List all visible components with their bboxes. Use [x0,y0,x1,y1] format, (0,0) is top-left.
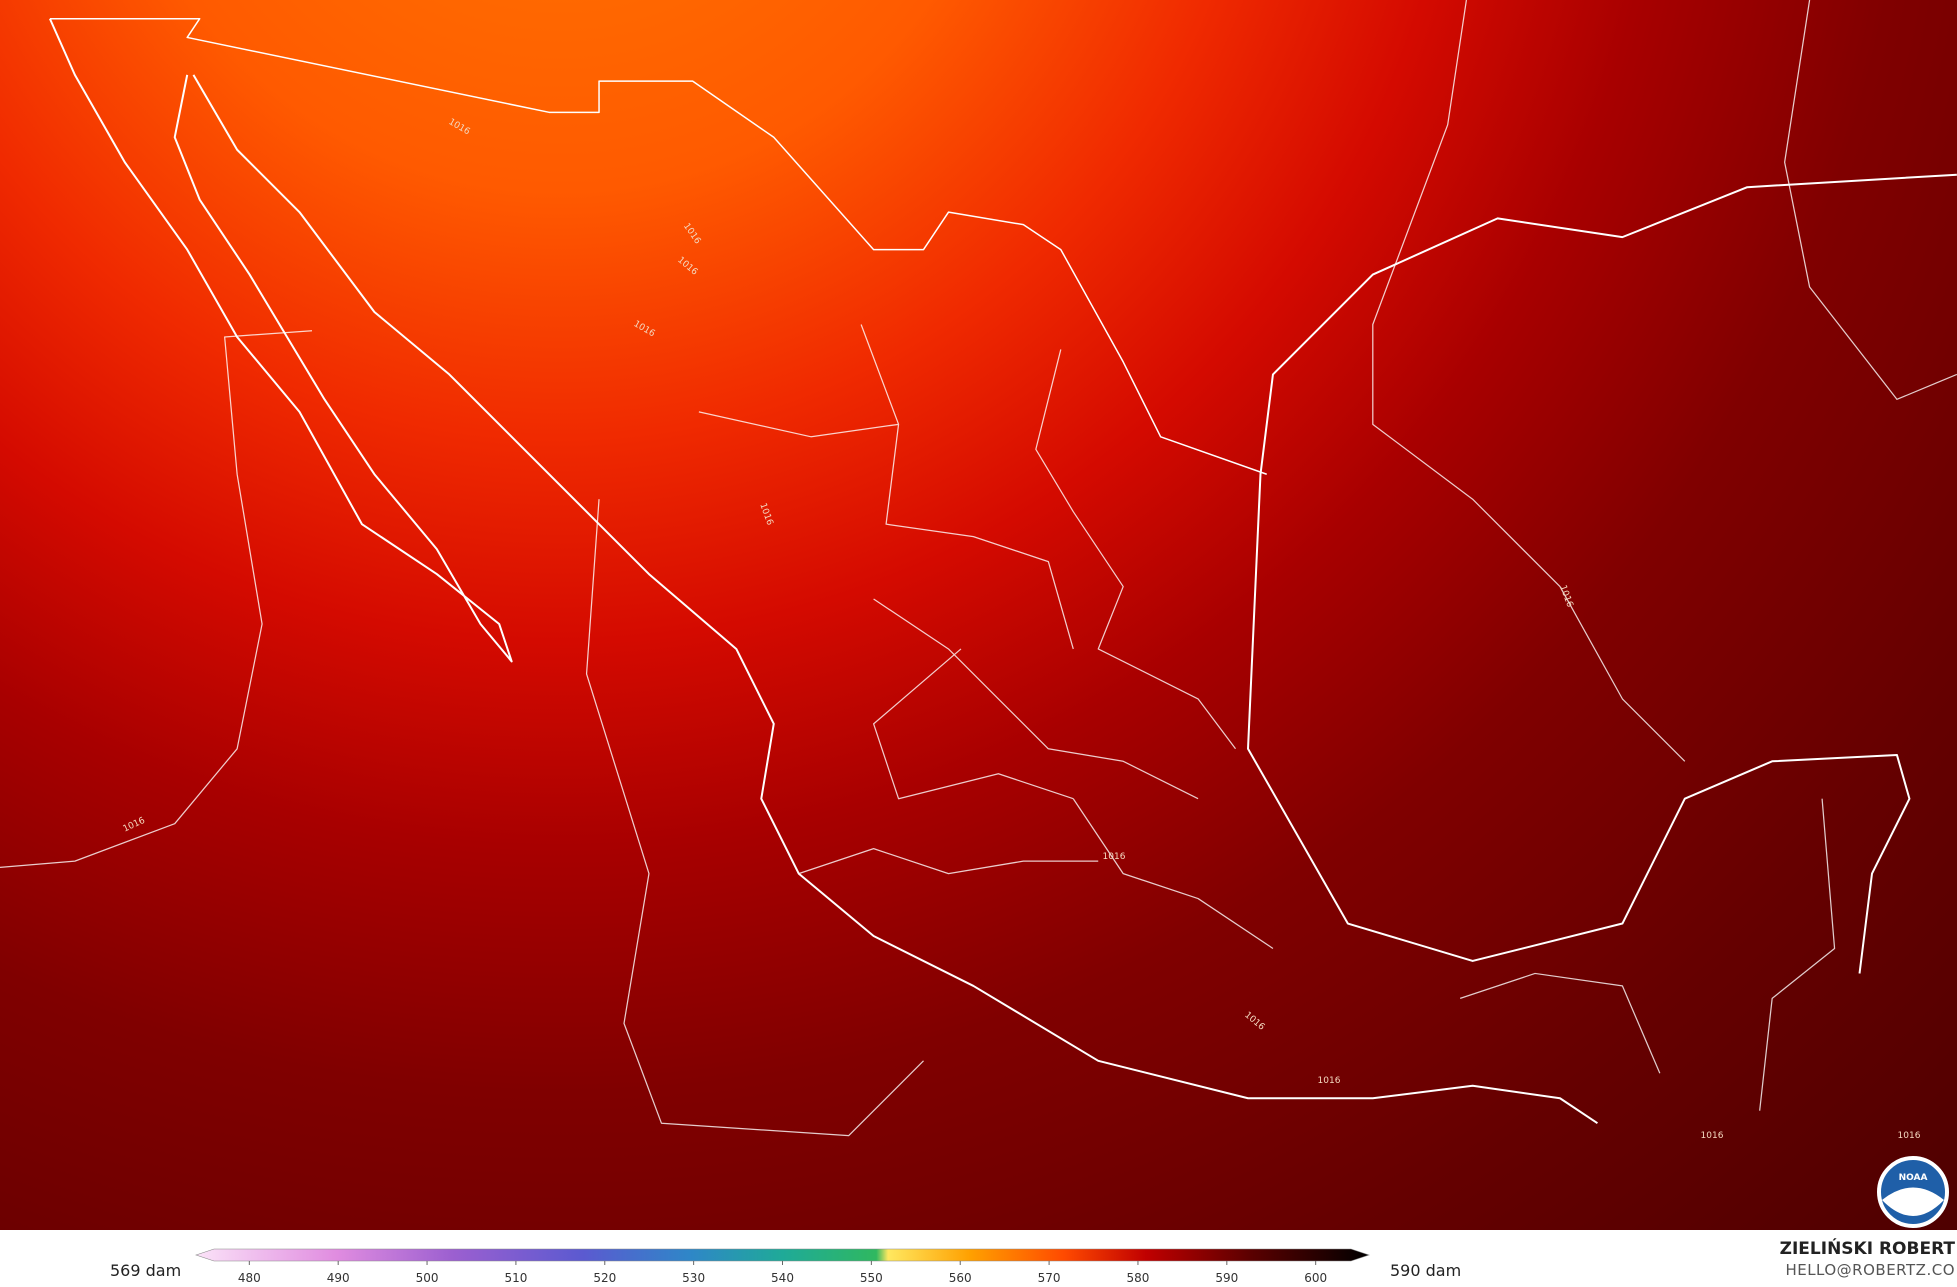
credit-contact: HELLO@ROBERTZ.CO [1785,1261,1955,1279]
colorbar-tick-label: 590 [1215,1271,1238,1285]
contour-label: 1016 [1701,1131,1724,1141]
colorbar-tick-label: 560 [949,1271,972,1285]
colorbar-tick-label: 600 [1304,1271,1327,1285]
logo-text: NOAA [1899,1173,1928,1183]
colorbar-tick-label: 480 [238,1271,261,1285]
contour-label: 1016 [1318,1076,1341,1086]
contour-label: 1016 [1103,852,1126,862]
colorbar-tick-label: 580 [1127,1271,1150,1285]
gulf-coast [1247,173,1957,974]
colorbar-ticks: 480 490 500 510 520 530 540 550 560 570 580 590 600 [238,1261,1327,1285]
colorbar-tick-label: 530 [682,1271,705,1285]
colorbar-max-label: 590 dam [1390,1261,1461,1280]
colorbar-min-label: 569 dam [110,1261,181,1280]
colorbar-tick-label: 550 [860,1271,883,1285]
colorbar-tick-label: 540 [771,1271,794,1285]
baja-coast [49,18,513,663]
colorbar-tick-label: 510 [504,1271,527,1285]
credit-name: ZIELIŃSKI ROBERT [1780,1237,1956,1259]
colorbar-tick-label: 520 [593,1271,616,1285]
colorbar [195,1248,1370,1262]
colorbar-tick-label: 490 [327,1271,350,1285]
logo-gull [1882,1187,1944,1216]
colorbar-tick-label: 500 [416,1271,439,1285]
height-field [0,0,1957,1230]
colorbar-tick-label: 570 [1038,1271,1061,1285]
pacific-coast [192,74,1598,1125]
noaa-logo: NOAA [1877,1156,1949,1228]
coastlines [0,0,1957,1136]
state-lines [0,0,1957,1136]
us-border [49,17,1267,475]
contour-label: 1016 [1898,1131,1921,1141]
